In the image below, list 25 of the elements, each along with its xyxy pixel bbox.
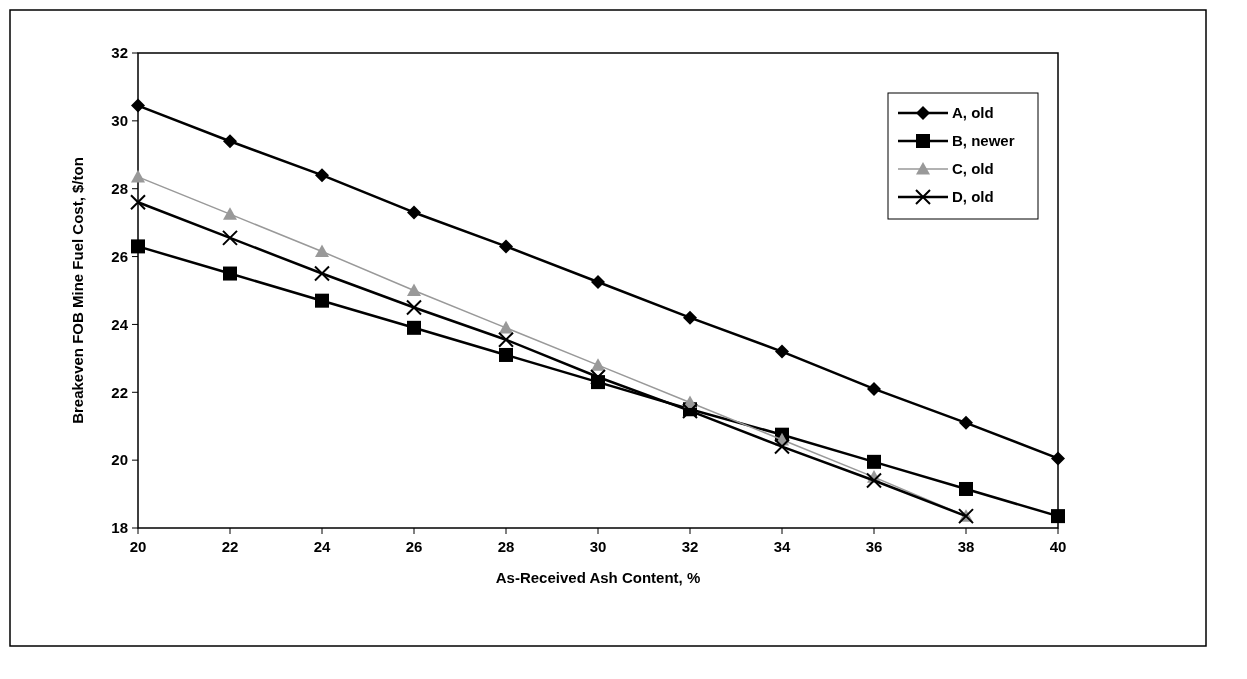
legend-label: D, old: [952, 188, 994, 206]
x-tick-label: 28: [497, 538, 515, 555]
x-tick-label: 20: [129, 538, 147, 555]
y-tick-label: 18: [111, 519, 128, 537]
legend-label: A, old: [952, 104, 994, 122]
y-tick-label: 28: [111, 179, 128, 197]
y-tick-label: 22: [111, 383, 128, 401]
y-tick-label: 32: [111, 44, 128, 62]
x-tick-label: 22: [221, 538, 239, 555]
y-tick-label: 26: [111, 247, 128, 265]
y-tick-label: 30: [111, 112, 128, 130]
x-tick-label: 32: [681, 538, 699, 555]
x-tick-label: 26: [405, 538, 423, 555]
x-axis-title: As-Received Ash Content, %: [495, 569, 701, 586]
y-tick-label: 24: [111, 315, 129, 333]
x-tick-label: 34: [773, 538, 791, 555]
x-tick-label: 24: [313, 538, 331, 555]
legend-label: C, old: [952, 160, 994, 178]
x-tick-label: 40: [1049, 538, 1067, 555]
y-tick-label: 20: [111, 451, 128, 469]
x-tick-label: 38: [957, 538, 975, 555]
x-tick-label: 30: [589, 538, 607, 555]
legend-label: B, newer: [952, 132, 1015, 150]
x-tick-label: 36: [865, 538, 883, 555]
y-axis-title: Breakeven FOB Mine Fuel Cost, $/ton: [69, 157, 86, 424]
